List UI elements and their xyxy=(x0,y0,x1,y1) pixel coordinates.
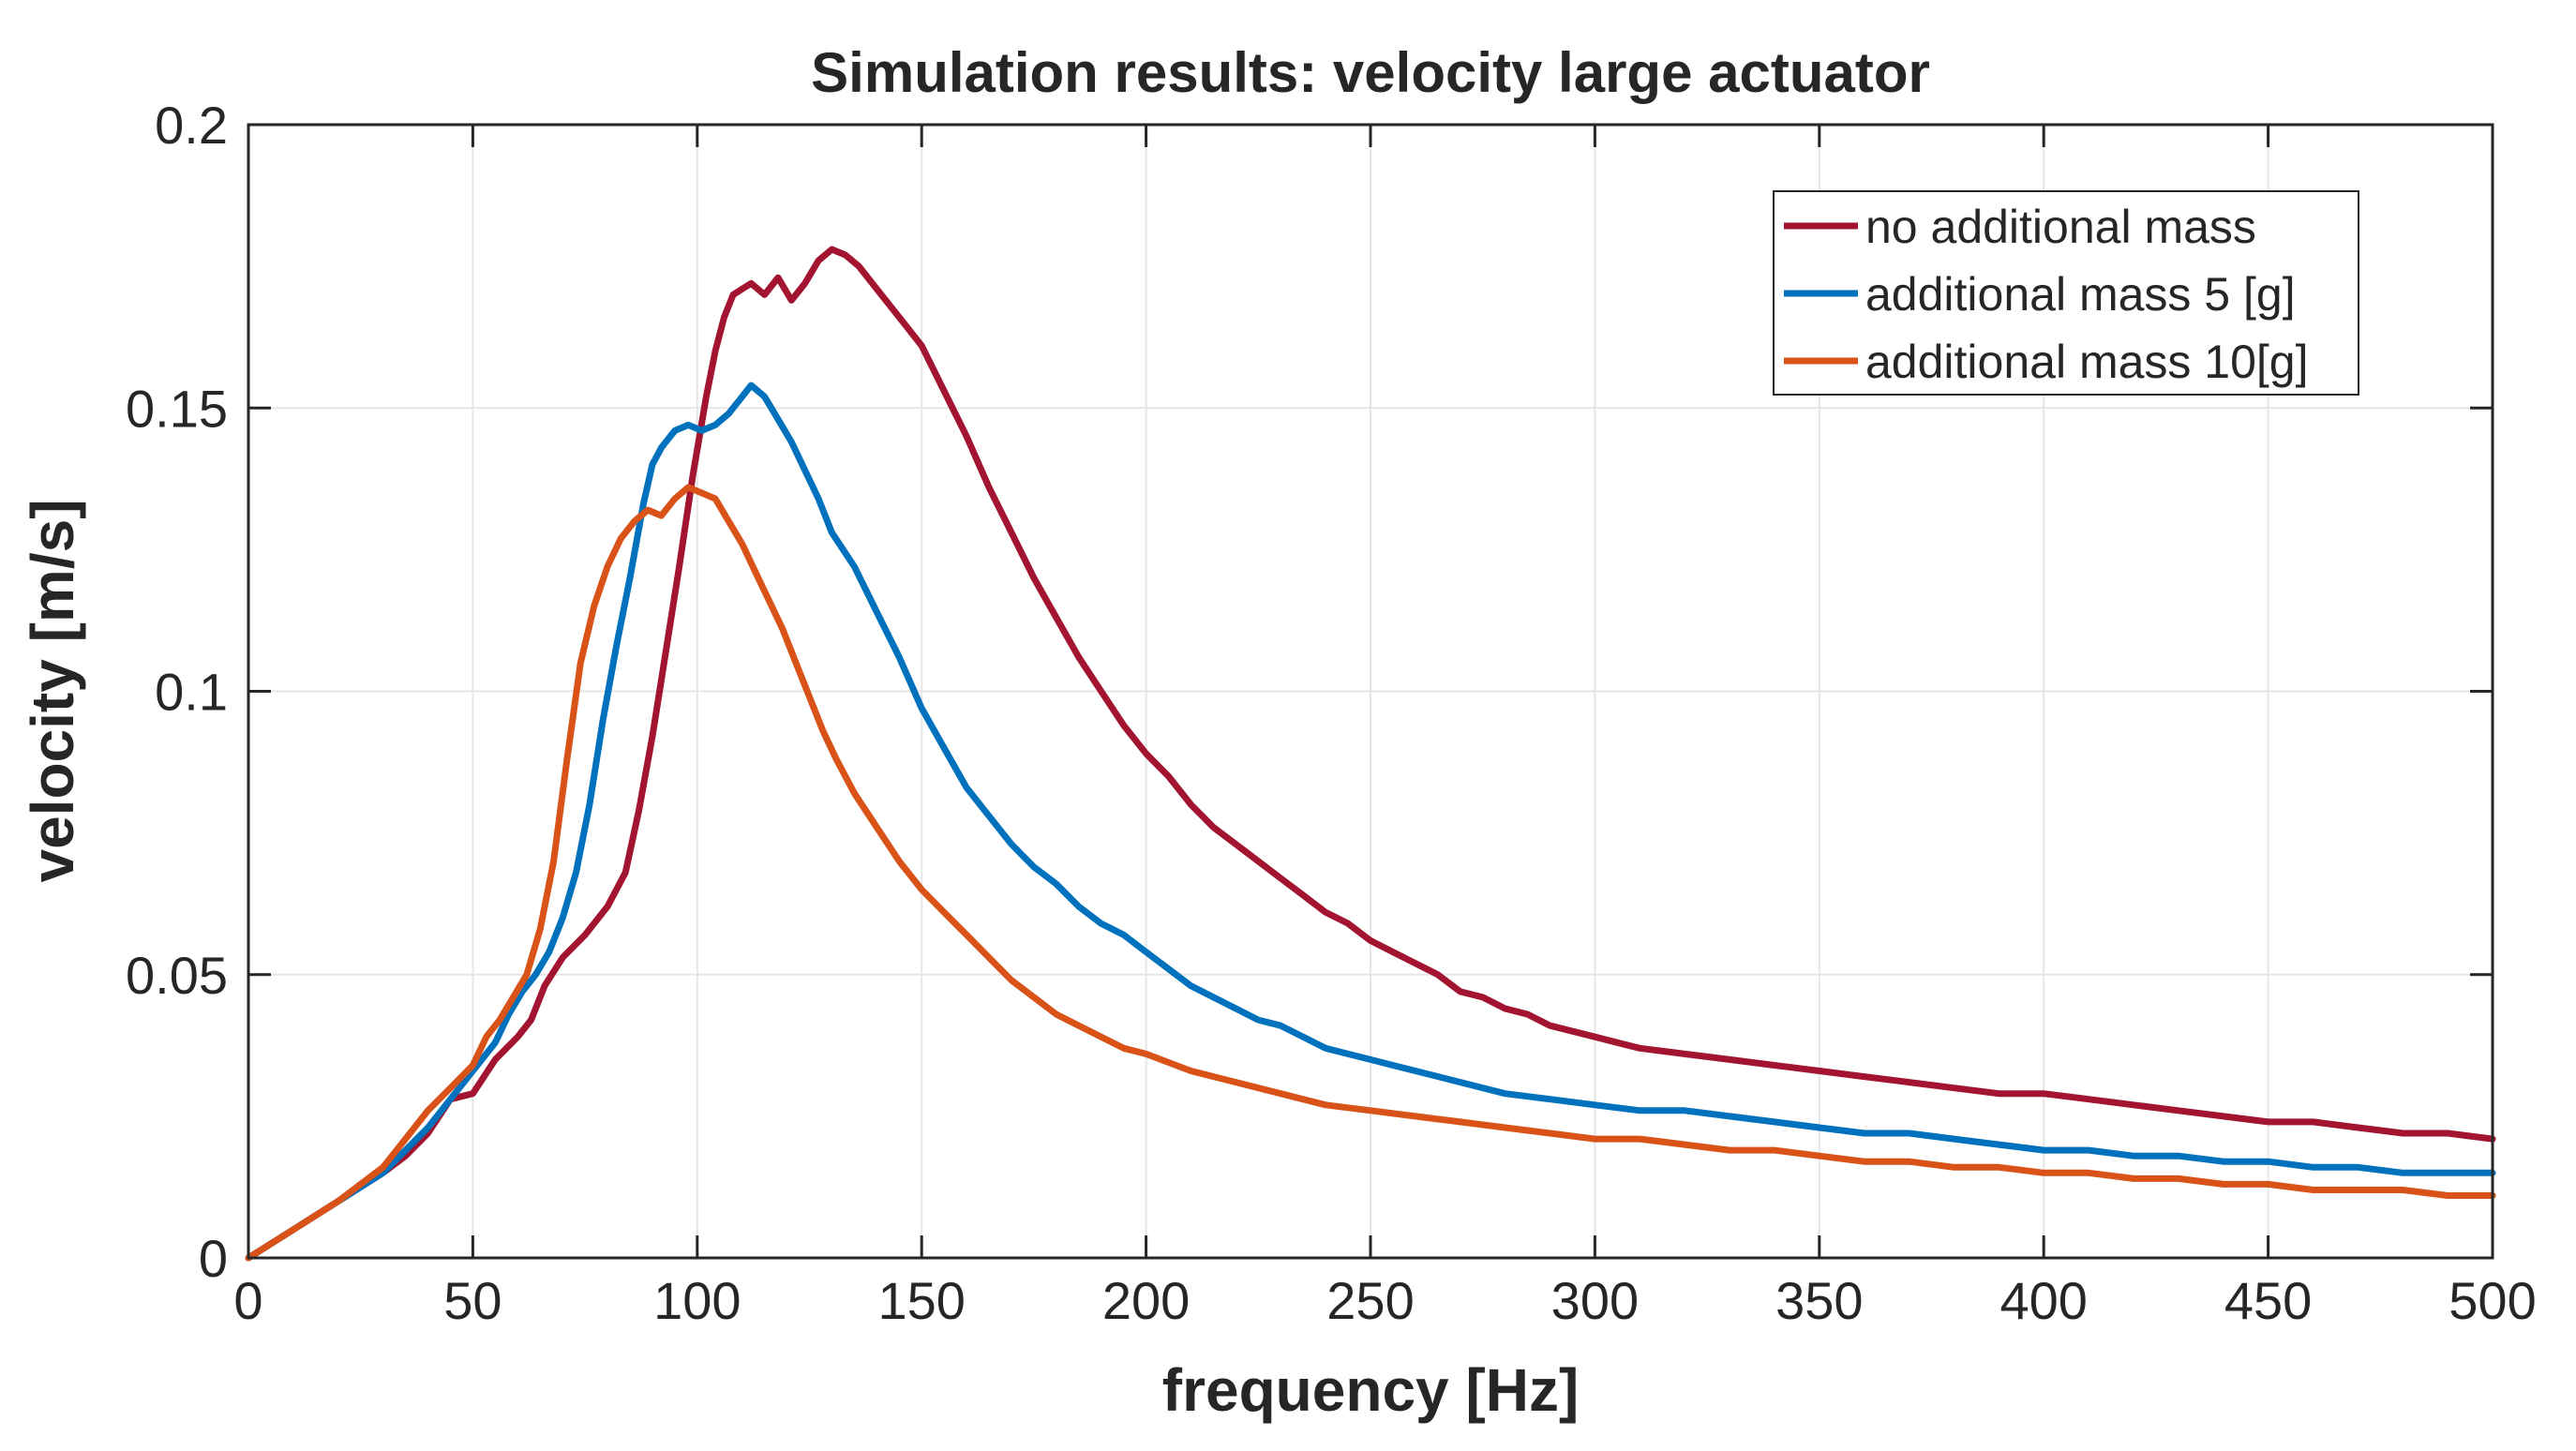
tick-marks xyxy=(247,123,2494,1260)
x-tick-label: 100 xyxy=(653,1271,741,1330)
x-tick-label: 250 xyxy=(1326,1271,1414,1330)
x-axis-title: frequency [Hz] xyxy=(1162,1356,1580,1424)
x-tick-label: 400 xyxy=(1999,1271,2087,1330)
x-tick-label: 150 xyxy=(877,1271,965,1330)
legend-label-no-additional-mass: no additional mass xyxy=(1865,201,2256,253)
x-tick-label: 500 xyxy=(2449,1271,2536,1330)
x-tick-label: 200 xyxy=(1102,1271,1190,1330)
y-tick-label: 0.15 xyxy=(126,379,228,438)
series-line-1 xyxy=(245,381,2496,1262)
y-tick-label: 0.1 xyxy=(155,663,228,722)
legend-box xyxy=(1773,190,2359,396)
y-axis-title: velocity [m/s] xyxy=(19,499,86,882)
x-tick-labels: 0 50 100 150 200 250 300 350 400 450 500 xyxy=(233,1271,2536,1330)
legend-label-additional-mass-10g: additional mass 10[g] xyxy=(1865,336,2309,388)
series-lines xyxy=(245,246,2496,1262)
legend-label-additional-mass-5g: additional mass 5 [g] xyxy=(1865,268,2296,321)
x-tick-label: 300 xyxy=(1551,1271,1639,1330)
series-line-0 xyxy=(245,246,2496,1262)
y-tick-label: 0 xyxy=(199,1229,228,1288)
series-line-2 xyxy=(245,484,2496,1262)
x-tick-label: 0 xyxy=(233,1271,262,1330)
legend: no additional mass additional mass 5 [g]… xyxy=(1773,190,2359,396)
x-tick-label: 50 xyxy=(443,1271,502,1330)
x-tick-label: 450 xyxy=(2224,1271,2312,1330)
y-tick-label: 0.05 xyxy=(126,946,228,1005)
y-tick-label: 0.2 xyxy=(155,96,228,155)
chart-title: Simulation results: velocity large actua… xyxy=(811,41,1930,104)
x-tick-label: 350 xyxy=(1775,1271,1863,1330)
y-tick-labels: 0 0.05 0.1 0.15 0.2 xyxy=(126,96,228,1288)
